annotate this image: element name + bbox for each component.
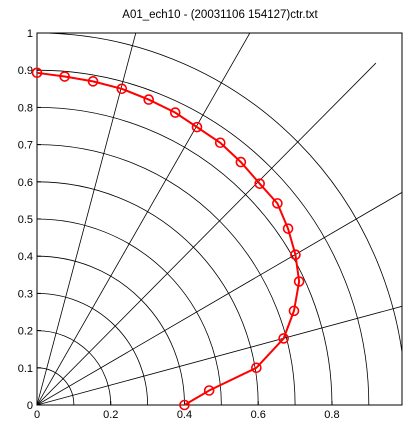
polar-grid	[37, 33, 402, 405]
x-tick-label: 0	[34, 409, 40, 421]
data-point-marker	[272, 198, 283, 209]
data-series	[31, 67, 305, 411]
x-tick-label: 0.8	[324, 409, 339, 421]
data-point-marker	[293, 276, 305, 287]
y-tick-label: 0.5	[18, 214, 33, 226]
y-tick-label: 0.2	[18, 326, 33, 338]
grid-spoke	[37, 191, 402, 405]
data-point-marker	[191, 121, 203, 133]
y-tick-label: 0.4	[18, 251, 33, 263]
data-point-marker	[116, 83, 128, 95]
data-point-marker	[282, 223, 294, 234]
x-tick-label: 0.2	[103, 409, 118, 421]
y-tick-label: 0.7	[18, 140, 33, 152]
x-tick-label: 0.6	[251, 409, 266, 421]
x-tick-label: 0.4	[177, 409, 192, 421]
y-tick-label: 0.1	[18, 363, 33, 375]
data-point-marker	[251, 362, 262, 374]
data-point-marker	[59, 71, 70, 82]
grid-spoke	[37, 33, 137, 405]
data-point-marker	[214, 137, 226, 149]
y-tick-label: 0.9	[18, 65, 33, 77]
y-tick-label: 0.6	[18, 177, 33, 189]
data-point-marker	[235, 156, 247, 168]
data-point-marker	[179, 399, 190, 411]
data-point-marker	[169, 107, 181, 118]
data-point-marker	[87, 76, 99, 87]
grid-spoke	[37, 62, 377, 405]
data-point-marker	[278, 333, 289, 344]
y-tick-label: 0	[27, 400, 33, 412]
data-point-marker	[143, 94, 155, 105]
chart-title: A01_ech10 - (20031106 154127)ctr.txt	[122, 9, 318, 21]
data-point-marker	[31, 67, 43, 79]
axis-ticks: 0 0.2 0.4 0.6 0.8 0 0.1 0.2 0.3 0.4 0.5 0.6 0.7 0.8 0.…	[18, 28, 340, 421]
y-tick-label: 0.8	[18, 102, 33, 114]
data-point-marker	[254, 178, 265, 189]
y-tick-label: 0.3	[18, 288, 33, 300]
series-line	[36, 71, 301, 406]
data-point-marker	[288, 305, 300, 317]
grid-spoke	[37, 33, 251, 405]
data-point-marker	[203, 385, 215, 396]
grid-spoke	[37, 305, 402, 405]
y-tick-label: 1	[27, 28, 33, 40]
data-point-marker	[290, 249, 301, 261]
